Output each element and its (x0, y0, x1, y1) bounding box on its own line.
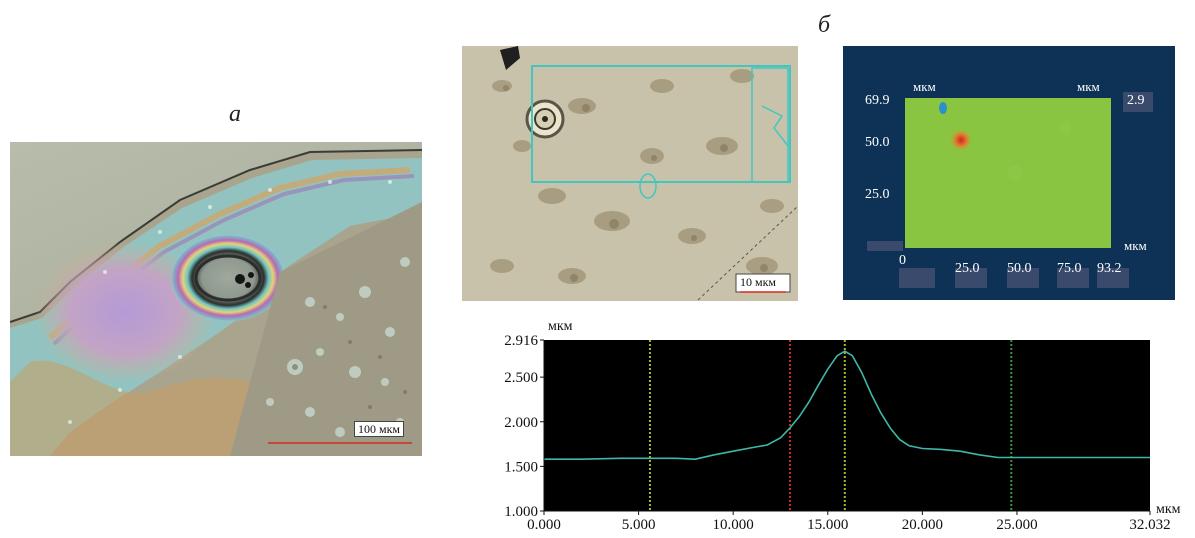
height-profile-chart: мкм мкм 1.000 1.500 2.000 2.500 2.916 0.000 5.00… (504, 322, 1181, 533)
y-axis-unit: мкм (548, 322, 573, 334)
y-tick-label: 1.000 (504, 504, 538, 520)
x-tick-label: 10.000 (713, 517, 754, 533)
z-max-tag (1123, 92, 1153, 112)
optical-micrograph-a: 100 мкм (10, 142, 422, 456)
x-axis-unit: мкм (1156, 502, 1181, 517)
x-tick-label: 20.000 (902, 517, 943, 533)
map-origin-tag (867, 241, 903, 251)
map-z-unit: мкм (1077, 79, 1100, 94)
map-y-tick-25: 25.0 (865, 187, 890, 202)
map-x-tag-5 (1097, 268, 1129, 288)
map-x-tick-50: 50.0 (1007, 261, 1032, 276)
y-tick-label: 2.916 (504, 333, 538, 349)
map-x-tag-3 (1007, 268, 1039, 288)
map-y-tick-50: 50.0 (865, 135, 890, 150)
map-x-tick-93-2: 93.2 (1097, 261, 1122, 276)
x-tick-label: 0.000 (527, 517, 561, 533)
map-x-unit: мкм (1124, 238, 1147, 253)
height-map-surface (905, 98, 1111, 248)
scale-bar-label-a: 100 мкм (354, 421, 405, 437)
profile-line (544, 350, 1150, 461)
micrograph-b-image (462, 46, 798, 301)
scale-bar-label-b: 10 мкм (740, 275, 777, 289)
micrograph-a-image (10, 142, 422, 456)
map-y-tick-69-9: 69.9 (865, 93, 890, 108)
panel-label-b: б (818, 12, 831, 38)
x-tick-label: 5.000 (622, 517, 656, 533)
y-tick-label: 1.500 (504, 459, 538, 475)
height-map-panel: мкм мкм 2.9 69.9 50.0 25.0 мкм 0 25.0 50… (843, 46, 1175, 300)
x-tick-label: 25.000 (996, 517, 1037, 533)
map-z-max: 2.9 (1127, 93, 1145, 108)
optical-micrograph-b: 10 мкм (462, 46, 798, 301)
map-x-tag-1 (899, 268, 935, 288)
panel-label-a: а (229, 101, 241, 127)
map-x-tag-4 (1057, 268, 1089, 288)
x-tick-label: 15.000 (807, 517, 848, 533)
map-y-unit: мкм (913, 79, 936, 94)
y-tick-label: 2.000 (504, 415, 538, 431)
map-x-tag-2 (955, 268, 987, 288)
map-x-tick-0: 0 (899, 253, 906, 268)
x-tick-label: 32.032 (1129, 517, 1170, 533)
y-tick-label: 2.500 (504, 370, 538, 386)
map-x-tick-75: 75.0 (1057, 261, 1082, 276)
map-x-tick-25: 25.0 (955, 261, 980, 276)
plot-area (544, 340, 1150, 511)
